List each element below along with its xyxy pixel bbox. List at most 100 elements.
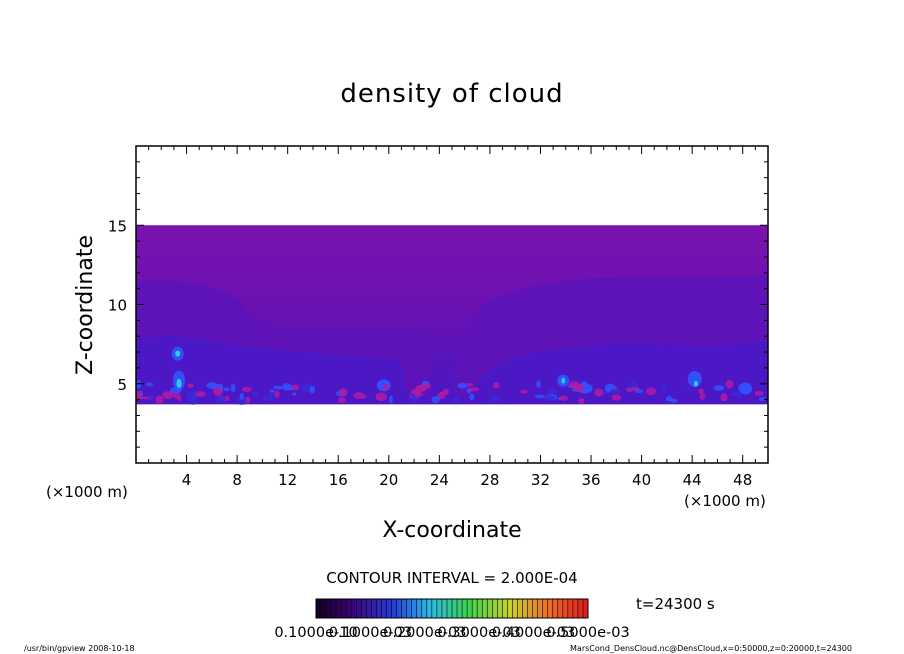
colorbar-segment [346, 599, 352, 618]
colorbar-segment [547, 599, 553, 618]
contour-band-low-left [136, 336, 410, 400]
x-axis-label: X-coordinate [382, 518, 521, 543]
cloud-hotspot [439, 391, 449, 395]
cloud-hotspot [725, 379, 734, 389]
cloud-hotspot [457, 382, 468, 389]
footer-left: /usr/bin/gpview 2008-10-18 [24, 644, 135, 653]
colorbar-segment [492, 599, 498, 618]
colorbar-segment [487, 599, 493, 618]
cloud-hotspot [418, 385, 427, 391]
colorbar-segment [527, 599, 533, 618]
cloud-hotspot [736, 389, 742, 399]
colorbar-label: 0.3000e-03 [438, 625, 521, 641]
colorbar-segment [497, 599, 503, 618]
colorbar-segment [371, 599, 377, 618]
colorbar-segment [436, 599, 442, 618]
cloud-hotspot [230, 383, 236, 392]
cloud-hotspot [252, 391, 259, 396]
colorbar-segment [522, 599, 528, 618]
cloud-hotspot [223, 387, 230, 392]
colorbar-label: 0.5000e-03 [546, 625, 629, 641]
cloud-hotspot [195, 391, 206, 397]
x-tick-label: 32 [531, 471, 550, 489]
colorbar-segment [406, 599, 412, 618]
chart-title: density of cloud [340, 79, 563, 109]
y-tick-label: 10 [108, 297, 127, 315]
cloud-hotspot [282, 386, 294, 391]
colorbar-segment [421, 599, 427, 618]
colorbar-segment [477, 599, 483, 618]
x-unit-right: (×1000 m) [684, 492, 766, 510]
cloud-hotspot [611, 394, 622, 401]
contour-interval: CONTOUR INTERVAL = 2.000E-04 [326, 569, 577, 587]
y-tick-labels: 5 10 15 [108, 217, 127, 394]
colorbar-segment [446, 599, 452, 618]
cloud-hotspot [269, 389, 275, 393]
colorbar-segment [537, 599, 543, 618]
cloud-hotspot [309, 385, 316, 394]
cloud-hotspot [361, 394, 367, 399]
x-tick-label: 44 [683, 471, 702, 489]
colorbar-segment [572, 599, 578, 618]
cloud-hotspot [602, 390, 608, 396]
colorbar-segment [582, 599, 588, 618]
colorbar-segment [341, 599, 347, 618]
cloud-hotspot [155, 395, 164, 404]
cloud-hotspot [693, 380, 698, 387]
cloud-hotspot [713, 385, 725, 391]
colorbar-segment [321, 599, 327, 618]
cloud-hotspot [489, 395, 500, 403]
colorbar-segment [502, 599, 508, 618]
cloud-hotspot [698, 388, 704, 395]
x-tick-label: 4 [182, 471, 192, 489]
cloud-hotspot [720, 392, 728, 402]
x-tick-label: 20 [379, 471, 398, 489]
x-tick-label: 8 [232, 471, 242, 489]
colorbar-segment [557, 599, 563, 618]
cloud-hotspot [245, 396, 251, 404]
cloud-hotspot [466, 382, 474, 387]
y-tick-label: 5 [117, 376, 127, 394]
cloud-hotspot [561, 377, 566, 384]
cloud-hotspot [544, 395, 556, 401]
x-tick-label: 12 [278, 471, 297, 489]
colorbar-segment [431, 599, 437, 618]
cloud-hotspot [382, 383, 390, 390]
cloud-hotspot [758, 397, 767, 402]
colorbar-segment [542, 599, 548, 618]
cloud-hotspot [536, 380, 541, 389]
cloud-hotspot [136, 391, 143, 401]
colorbar-segment [482, 599, 488, 618]
x-tick-label: 40 [632, 471, 651, 489]
colorbar-segment [331, 599, 337, 618]
colorbar [315, 599, 588, 618]
cloud-hotspot [469, 387, 480, 392]
cloud-hotspot [687, 370, 702, 387]
cloud-hotspot [452, 397, 460, 403]
x-tick-label: 16 [329, 471, 348, 489]
y-tick-label: 15 [108, 217, 127, 235]
cloud-hotspot [670, 398, 678, 403]
cloud-hotspot [292, 392, 297, 396]
cloud-hotspot [686, 386, 691, 391]
colorbar-segment [411, 599, 417, 618]
cloud-hotspot [162, 391, 175, 399]
cloud-hotspot [273, 385, 284, 390]
cloud-hotspot [338, 388, 348, 397]
cloud-hotspot [337, 397, 346, 404]
colorbar-label: 0.4000e-03 [492, 625, 575, 641]
cloud-hotspot [146, 382, 154, 387]
colorbar-segment [316, 599, 322, 618]
cloud-hotspot [187, 383, 194, 388]
cloud-hotspot [263, 396, 275, 402]
x-tick-labels: 4 8 12 16 20 24 28 32 36 40 44 48 [182, 471, 752, 489]
plot-area [136, 225, 768, 405]
colorbar-segment [457, 599, 463, 618]
cloud-hotspot [699, 392, 706, 401]
cloud-hotspot [547, 388, 557, 394]
colorbar-segment [396, 599, 402, 618]
colorbar-segment [452, 599, 458, 618]
cloud-hotspot [176, 378, 182, 389]
cloud-hotspot [185, 391, 198, 400]
cloud-hotspot [634, 389, 644, 393]
